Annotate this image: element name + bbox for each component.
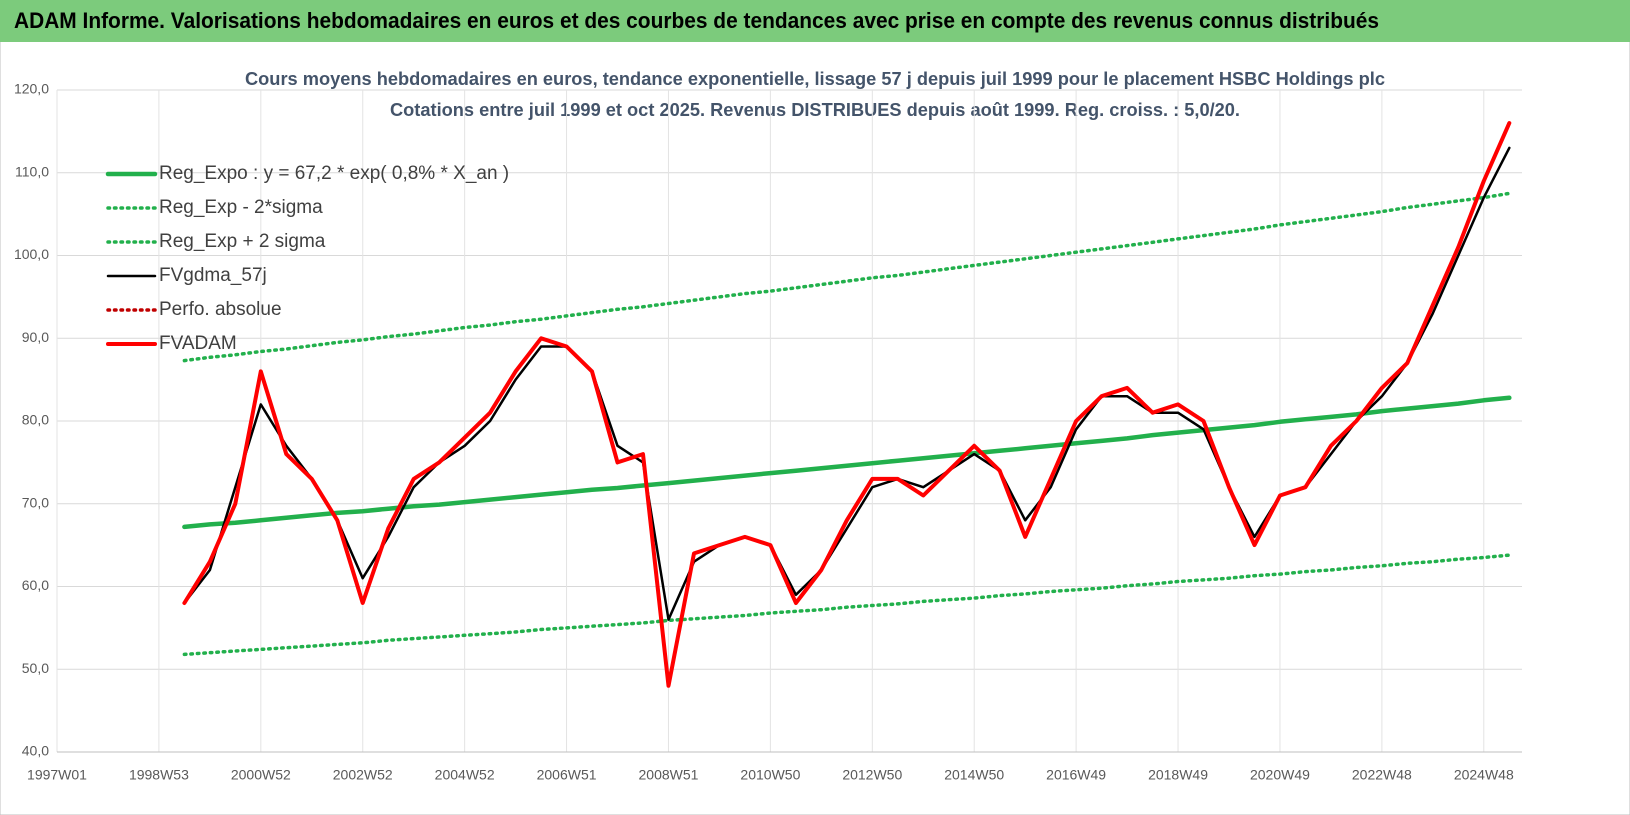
legend-label: Perfo. absolue bbox=[159, 299, 282, 320]
legend-label: Reg_Expo : y = 67,2 * exp( 0,8% * X_an ) bbox=[159, 163, 509, 184]
y-tick-label: 100,0 bbox=[14, 246, 49, 262]
y-tick-label: 90,0 bbox=[22, 329, 49, 345]
y-tick-label: 40,0 bbox=[22, 743, 49, 759]
x-tick-label: 2014W50 bbox=[944, 767, 1004, 783]
x-tick-label: 2016W49 bbox=[1046, 767, 1106, 783]
x-tick-label: 2022W48 bbox=[1352, 767, 1412, 783]
x-tick-label: 1997W01 bbox=[27, 767, 87, 783]
y-tick-label: 60,0 bbox=[22, 577, 49, 593]
title-bar bbox=[0, 0, 1630, 42]
legend-label: FVADAM bbox=[159, 333, 237, 354]
x-tick-label: 2012W50 bbox=[842, 767, 902, 783]
x-tick-label: 2004W52 bbox=[435, 767, 495, 783]
page-title: ADAM Informe. Valorisations hebdomadaire… bbox=[14, 8, 1379, 33]
y-tick-label: 80,0 bbox=[22, 412, 49, 428]
series-line bbox=[182, 395, 1512, 530]
x-tick-label: 2008W51 bbox=[639, 767, 699, 783]
series-line bbox=[182, 121, 1512, 688]
y-tick-label: 120,0 bbox=[14, 81, 49, 97]
x-tick-label: 2006W51 bbox=[537, 767, 597, 783]
series-line bbox=[182, 553, 1512, 657]
legend-label: Reg_Exp - 2*sigma bbox=[159, 197, 323, 218]
y-tick-label: 50,0 bbox=[22, 660, 49, 676]
chart-subtitle: Cotations entre juil 1999 et oct 2025. R… bbox=[390, 100, 1240, 120]
x-tick-label: 2000W52 bbox=[231, 767, 291, 783]
x-tick-label: 1998W53 bbox=[129, 767, 189, 783]
x-tick-label: 2010W50 bbox=[740, 767, 800, 783]
x-tick-label: 2018W49 bbox=[1148, 767, 1208, 783]
series-line bbox=[182, 191, 1512, 363]
x-tick-label: 2020W49 bbox=[1250, 767, 1310, 783]
chart-title: Cours moyens hebdomadaires en euros, ten… bbox=[245, 69, 1385, 89]
x-tick-label: 2024W48 bbox=[1454, 767, 1514, 783]
x-tick-label: 2002W52 bbox=[333, 767, 393, 783]
y-tick-label: 70,0 bbox=[22, 494, 49, 510]
legend-label: Reg_Exp + 2 sigma bbox=[159, 231, 326, 252]
legend-label: FVgdma_57j bbox=[159, 265, 267, 286]
y-tick-label: 110,0 bbox=[15, 163, 49, 179]
